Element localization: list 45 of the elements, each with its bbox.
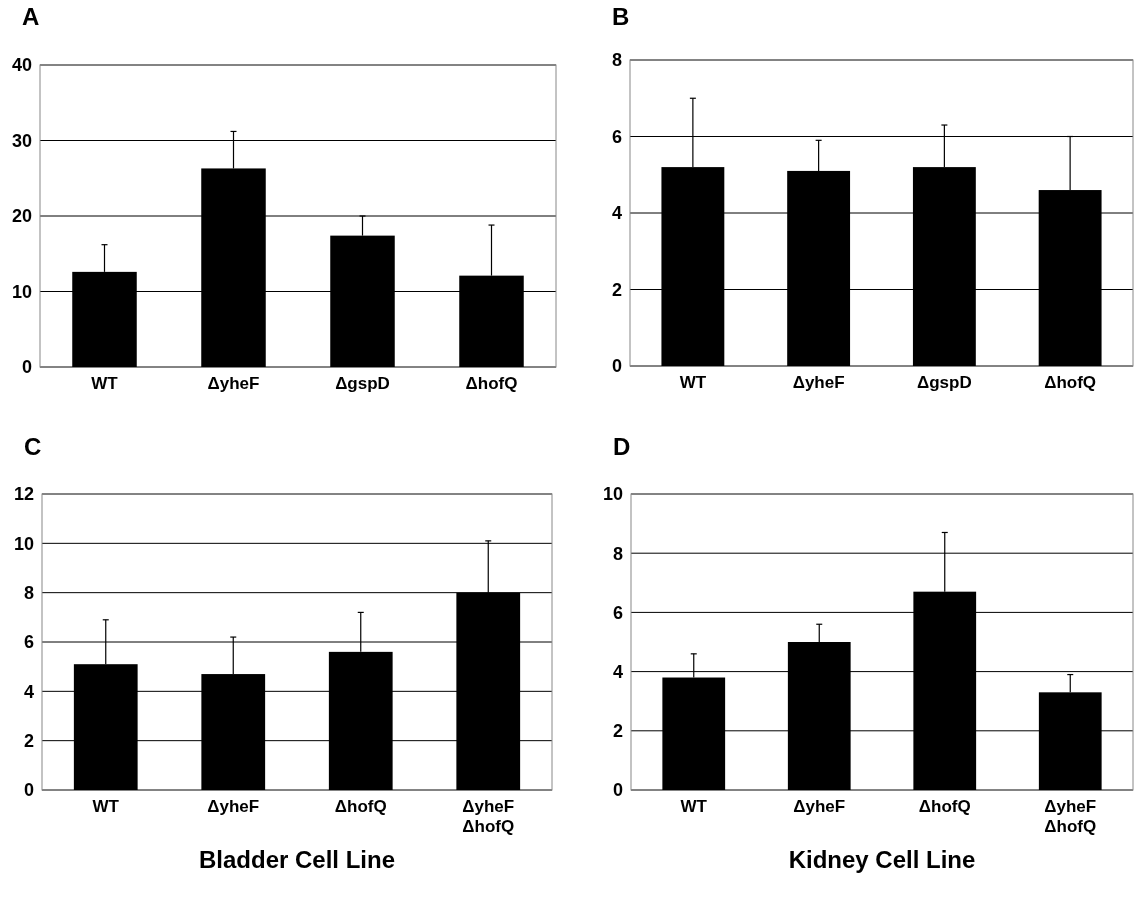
y-tick-label: 12 — [13, 484, 34, 505]
y-tick-label: 4 — [612, 661, 623, 682]
y-tick-label: 10 — [13, 533, 34, 554]
x-axis-title: Kidney Cell Line — [788, 846, 976, 873]
y-tick-label: 0 — [611, 356, 622, 377]
y-tick-label: 30 — [11, 130, 32, 151]
x-tick-label: WT — [680, 797, 708, 816]
x-tick-label: ΔhofQ — [334, 797, 387, 816]
x-tick-label: ΔyheF — [207, 797, 260, 816]
x-tick-label: ΔyheF ΔhofQ — [462, 797, 515, 836]
y-tick-label: 20 — [11, 206, 32, 227]
chart-title: D — [613, 433, 631, 460]
chart-title: A — [22, 3, 40, 30]
y-tick-label: 2 — [23, 730, 34, 751]
x-tick-label: WT — [91, 374, 119, 393]
x-tick-label: ΔgspD — [335, 374, 390, 393]
y-tick-label: 2 — [612, 721, 623, 742]
x-tick-label: WT — [92, 797, 120, 816]
x-tick-label: ΔhofQ — [1044, 373, 1097, 392]
y-tick-label: 6 — [23, 632, 34, 653]
y-tick-label: 10 — [11, 281, 32, 302]
y-tick-label: 0 — [612, 780, 623, 801]
x-tick-label: ΔhofQ — [918, 797, 971, 816]
y-tick-label: 0 — [23, 780, 34, 801]
y-tick-label: 4 — [23, 681, 34, 702]
y-tick-label: 10 — [602, 484, 623, 505]
y-tick-label: 8 — [23, 582, 34, 603]
x-axis-title: Bladder Cell Line — [198, 846, 396, 873]
chart-title: C — [24, 433, 42, 460]
x-tick-label: ΔyheF — [207, 374, 260, 393]
y-tick-label: 6 — [611, 126, 622, 147]
x-tick-label: ΔhofQ — [465, 374, 518, 393]
x-tick-label: ΔyheF — [793, 797, 846, 816]
y-tick-label: 40 — [11, 55, 32, 76]
y-tick-label: 4 — [611, 203, 622, 224]
y-tick-label: 6 — [612, 602, 623, 623]
y-tick-label: 8 — [612, 543, 623, 564]
y-tick-label: 0 — [21, 357, 32, 378]
x-tick-label: ΔyheF ΔhofQ — [1044, 797, 1097, 836]
x-tick-label: ΔyheF — [792, 373, 845, 392]
x-tick-label: ΔgspD — [917, 373, 972, 392]
y-tick-label: 8 — [611, 50, 622, 71]
x-tick-label: WT — [679, 373, 707, 392]
y-tick-label: 2 — [611, 279, 622, 300]
chart-title: B — [612, 3, 630, 30]
